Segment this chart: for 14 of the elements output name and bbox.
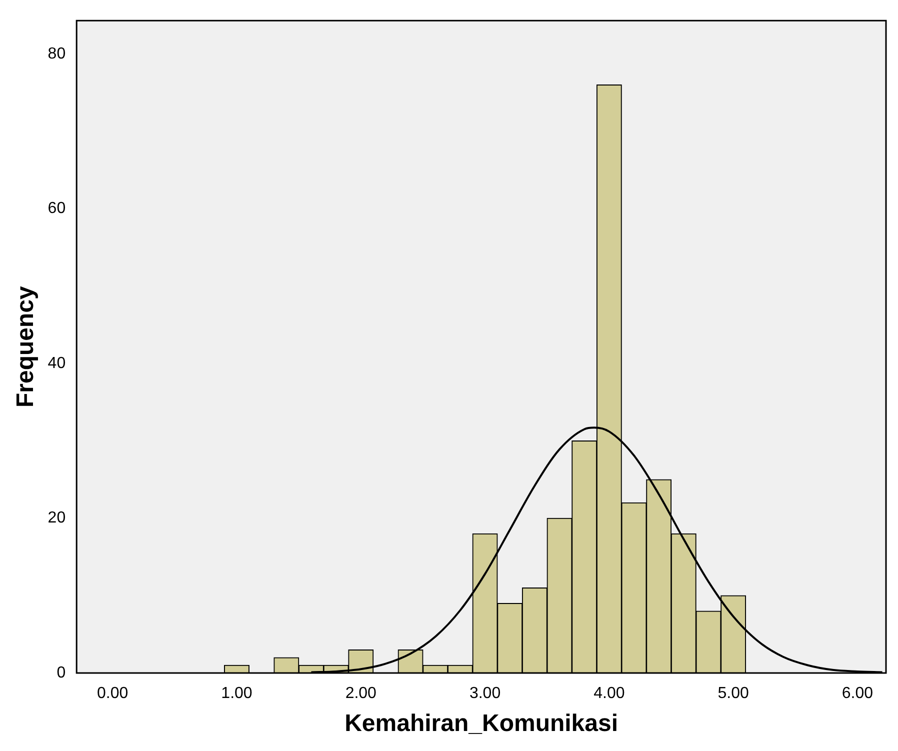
x-tick-label: 5.00	[718, 685, 749, 702]
x-tick-label: 0.00	[97, 685, 128, 702]
x-tick-label: 2.00	[345, 685, 377, 702]
y-tick-label: 60	[48, 200, 66, 218]
y-tick-label: 20	[48, 510, 66, 527]
x-tick-label: 4.00	[594, 685, 625, 702]
x-tick-label: 3.00	[469, 685, 501, 702]
y-tick-label: 0	[56, 664, 66, 682]
x-tick-label: 6.00	[842, 685, 874, 702]
x-axis-title: Kemahiran_Komunikasi	[344, 710, 618, 738]
y-tick-label: 80	[48, 45, 66, 62]
y-tick-label: 40	[48, 354, 66, 372]
x-tick-label: 1.00	[221, 685, 252, 702]
y-axis-title: Frequency	[12, 285, 40, 408]
